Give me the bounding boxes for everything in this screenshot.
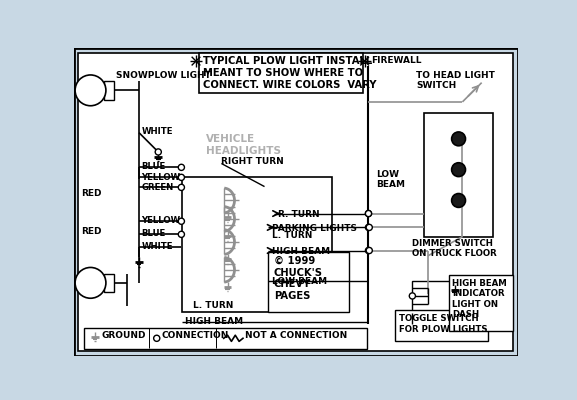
Circle shape: [178, 218, 185, 224]
Text: BLUE: BLUE: [141, 162, 166, 171]
Circle shape: [365, 248, 372, 254]
Text: L. TURN: L. TURN: [193, 300, 233, 310]
Text: VEHICLE
HEADLIGHTS: VEHICLE HEADLIGHTS: [206, 134, 281, 156]
Text: CONNECTION: CONNECTION: [162, 330, 228, 340]
Bar: [413, 280, 455, 313]
Circle shape: [178, 164, 185, 170]
Text: © 1999
CHUCK'S
CHEVY
PAGES: © 1999 CHUCK'S CHEVY PAGES: [273, 256, 323, 301]
Circle shape: [365, 210, 372, 217]
Text: RED: RED: [81, 189, 102, 198]
Bar: [104, 81, 114, 100]
Circle shape: [75, 75, 106, 106]
Text: HIGH BEAM
INDICATOR
LIGHT ON
DASH: HIGH BEAM INDICATOR LIGHT ON DASH: [452, 279, 507, 319]
Text: PARKING LIGHTS: PARKING LIGHTS: [272, 224, 357, 232]
Circle shape: [178, 174, 185, 180]
Text: HIGH BEAM: HIGH BEAM: [272, 247, 331, 256]
Text: FIREWALL: FIREWALL: [371, 56, 421, 66]
Circle shape: [75, 268, 106, 298]
Text: TOGGLE SWITCH
FOR PLOW LIGHTS: TOGGLE SWITCH FOR PLOW LIGHTS: [399, 314, 488, 334]
Text: L. TURN: L. TURN: [272, 231, 313, 240]
Text: R. TURN: R. TURN: [278, 210, 319, 219]
Bar: [268, 252, 349, 312]
Text: LOW BEAM: LOW BEAM: [272, 278, 327, 286]
Text: HIGH BEAM: HIGH BEAM: [185, 318, 243, 326]
Circle shape: [153, 335, 160, 341]
Text: RIGHT TURN: RIGHT TURN: [222, 157, 284, 166]
Text: GREEN: GREEN: [141, 183, 174, 192]
Text: YELLOW: YELLOW: [141, 173, 181, 182]
Circle shape: [366, 224, 372, 230]
Circle shape: [365, 210, 372, 217]
Bar: [424, 114, 493, 237]
Bar: [199, 53, 363, 94]
Circle shape: [452, 194, 466, 207]
Bar: [449, 275, 513, 330]
Bar: [182, 177, 332, 312]
Circle shape: [178, 184, 185, 190]
Text: BLUE: BLUE: [141, 229, 166, 238]
Bar: [395, 310, 488, 341]
Text: WHITE: WHITE: [141, 242, 173, 251]
Circle shape: [365, 224, 372, 230]
Text: GROUND: GROUND: [102, 330, 146, 340]
Text: TYPICAL PLOW LIGHT INSTALL
MEANT TO SHOW WHERE TO
CONNECT. WIRE COLORS  VARY: TYPICAL PLOW LIGHT INSTALL MEANT TO SHOW…: [203, 56, 376, 90]
Text: WHITE: WHITE: [141, 127, 173, 136]
Circle shape: [178, 231, 185, 238]
Circle shape: [366, 248, 372, 254]
Text: RED: RED: [81, 227, 102, 236]
Text: LOW
BEAM: LOW BEAM: [376, 170, 405, 189]
Circle shape: [452, 163, 466, 176]
Text: YELLOW: YELLOW: [141, 216, 181, 225]
Circle shape: [452, 132, 466, 146]
Circle shape: [155, 149, 162, 155]
Text: DIMMER SWITCH
ON TRUCK FLOOR: DIMMER SWITCH ON TRUCK FLOOR: [413, 239, 497, 258]
Text: TO HEAD LIGHT
SWITCH: TO HEAD LIGHT SWITCH: [416, 71, 495, 90]
Text: SNOWPLOW LIGHT: SNOWPLOW LIGHT: [116, 71, 211, 80]
Text: NOT A CONNECTION: NOT A CONNECTION: [245, 330, 347, 340]
Circle shape: [409, 293, 415, 299]
Bar: [104, 274, 114, 292]
Bar: [84, 328, 367, 349]
